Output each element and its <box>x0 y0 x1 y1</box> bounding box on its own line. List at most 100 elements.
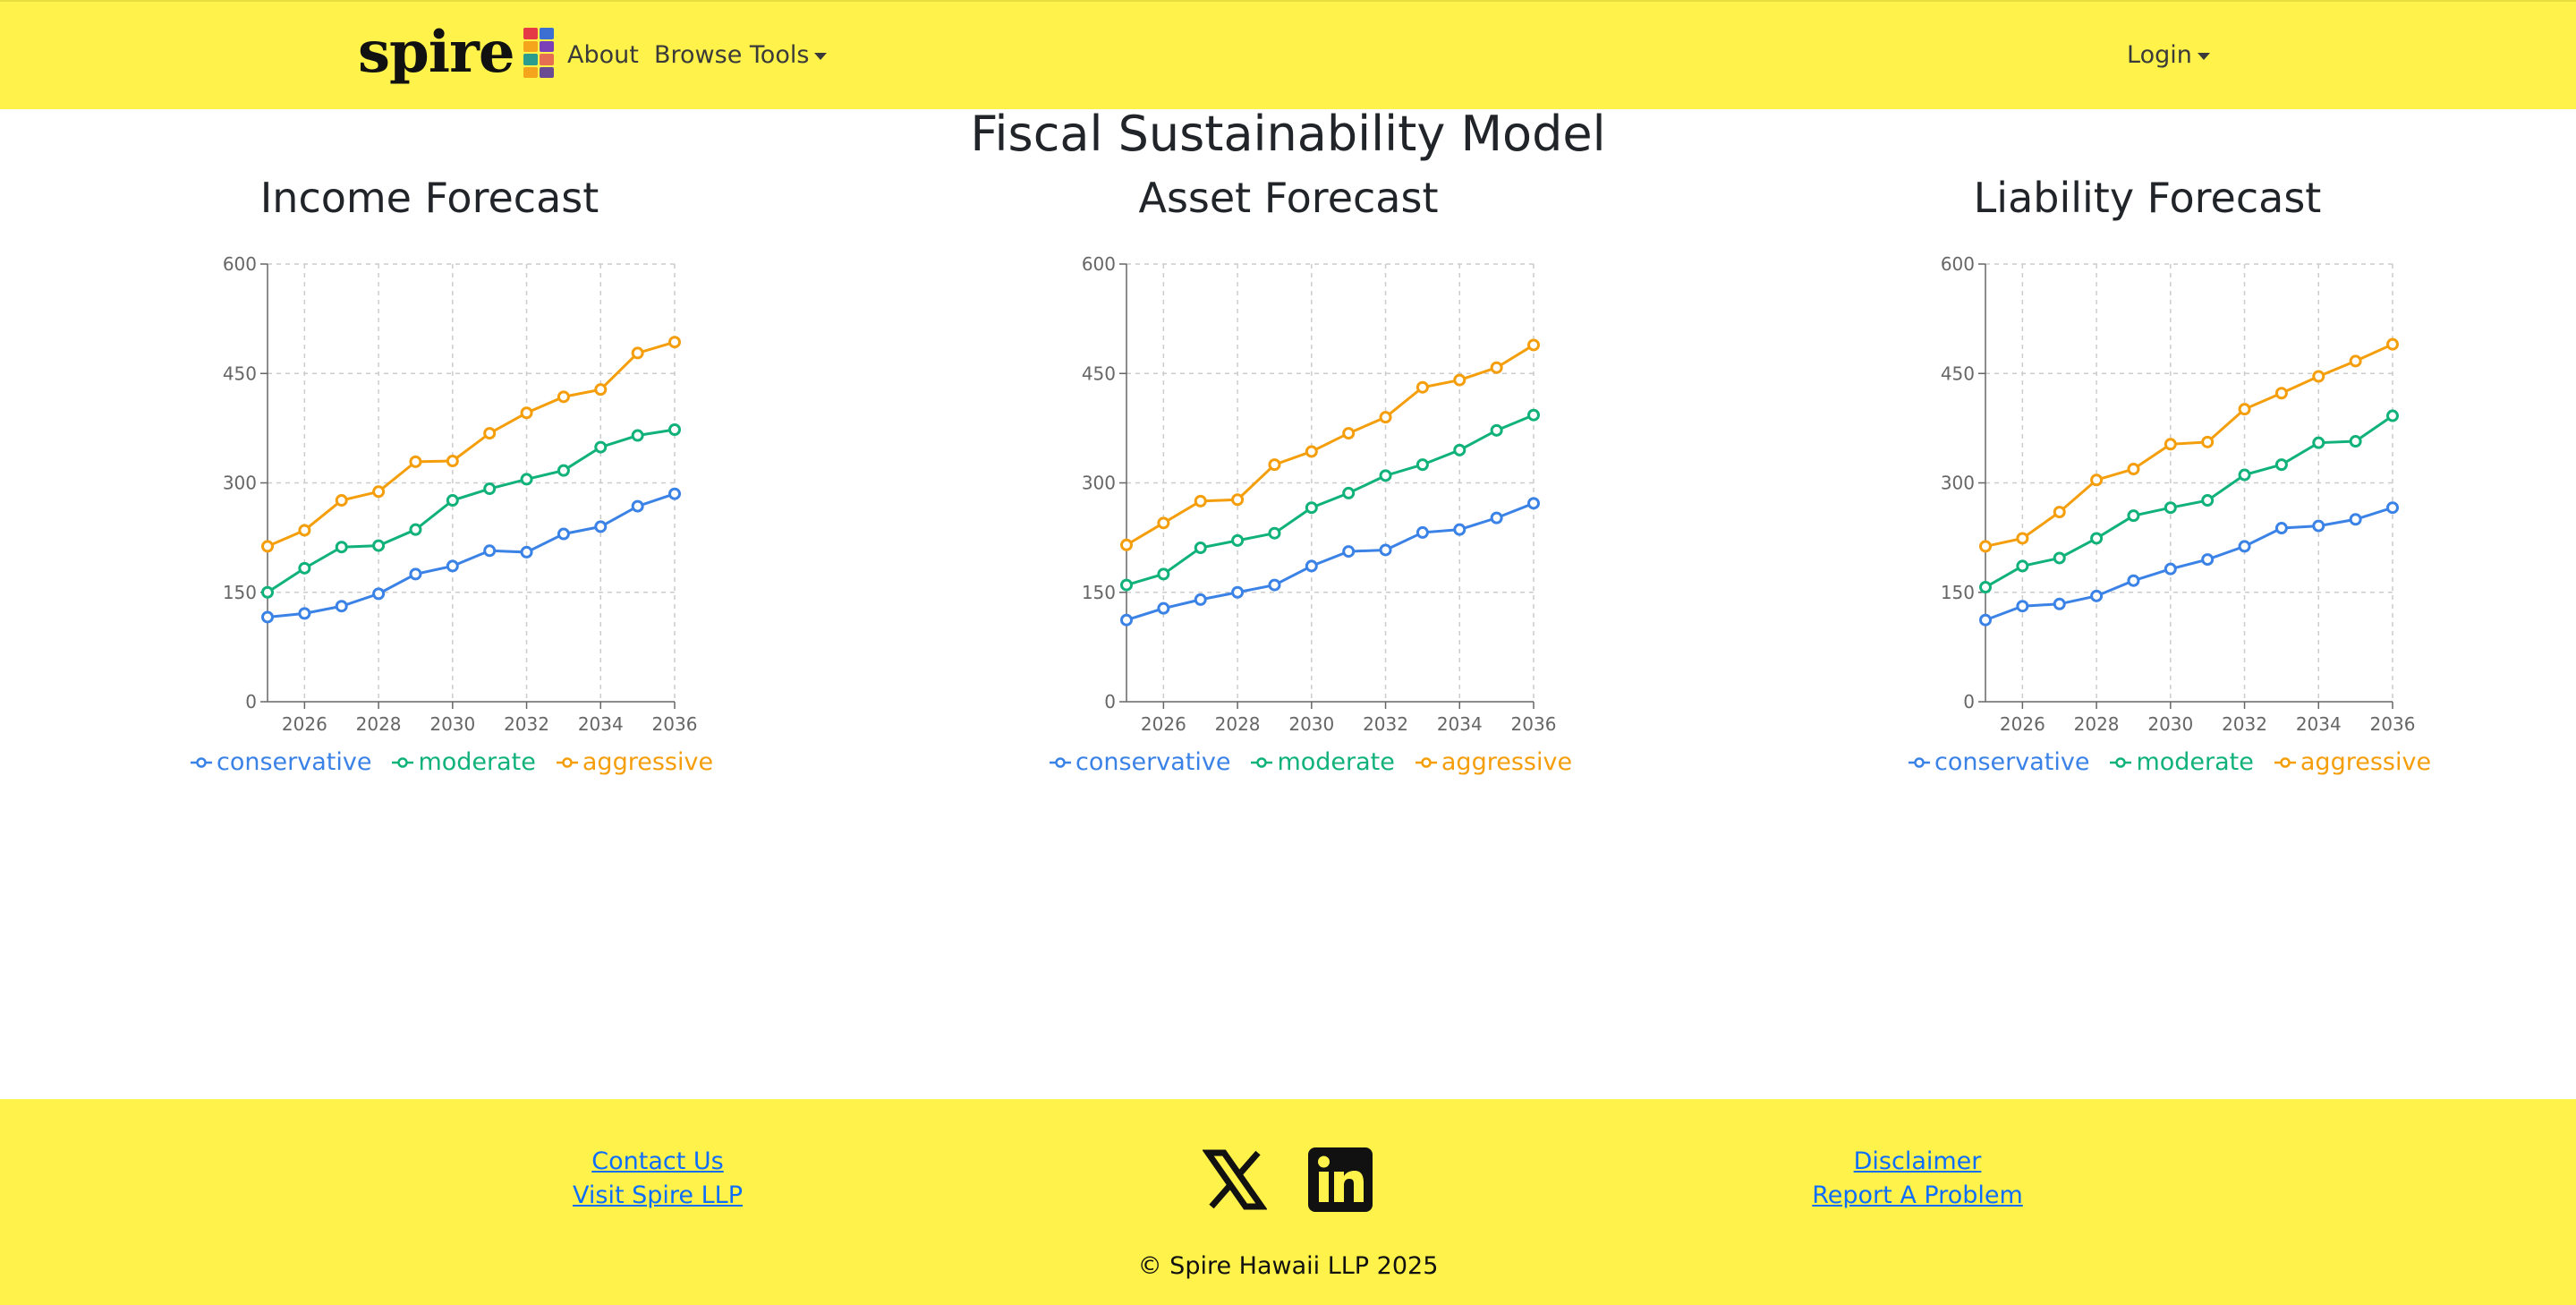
linkedin-icon[interactable] <box>1308 1147 1373 1212</box>
x-tick-label: 2036 <box>1511 713 1557 735</box>
legend-item-aggressive[interactable]: aggressive <box>556 748 713 776</box>
y-tick-label: 600 <box>223 253 257 275</box>
data-point-conservative <box>1305 559 1318 573</box>
data-point-moderate <box>335 541 348 554</box>
data-point-conservative <box>2312 519 2325 533</box>
data-point-conservative <box>2090 589 2104 602</box>
x-tick-label: 2030 <box>2147 713 2193 735</box>
data-point-conservative <box>372 587 386 601</box>
data-point-moderate <box>483 482 497 496</box>
y-tick-label: 0 <box>1104 691 1116 712</box>
y-tick-label: 0 <box>1963 691 1975 712</box>
legend-item-conservative[interactable]: conservative <box>1049 748 1230 776</box>
data-point-moderate <box>1979 581 1992 594</box>
data-point-moderate <box>594 440 608 454</box>
data-point-moderate <box>1453 443 1467 456</box>
legend-item-moderate[interactable]: moderate <box>391 748 536 776</box>
y-tick-label: 150 <box>1941 582 1975 603</box>
legend-label: moderate <box>2136 748 2254 776</box>
series-line-moderate <box>267 428 676 594</box>
data-point-moderate <box>2016 559 2029 573</box>
data-point-conservative <box>2274 522 2288 535</box>
data-point-moderate <box>1416 458 1429 472</box>
nav-about[interactable]: About <box>567 41 639 69</box>
data-point-aggressive <box>2016 532 2029 545</box>
data-point-aggressive <box>520 406 533 420</box>
data-point-conservative <box>557 527 570 541</box>
legend-item-moderate[interactable]: moderate <box>1250 748 1395 776</box>
y-tick-label: 600 <box>1941 253 1975 275</box>
data-point-moderate <box>372 539 386 552</box>
data-point-conservative <box>1490 511 1503 525</box>
data-point-aggressive <box>261 540 274 553</box>
data-point-aggressive <box>372 485 386 499</box>
x-tick-label: 2036 <box>652 713 698 735</box>
nav-browse-tools[interactable]: Browse Tools <box>654 41 828 69</box>
report-problem-link[interactable]: Report A Problem <box>1812 1181 2023 1209</box>
data-point-conservative <box>261 610 274 624</box>
legend-item-aggressive[interactable]: aggressive <box>1415 748 1572 776</box>
visit-spire-link[interactable]: Visit Spire LLP <box>573 1181 743 1209</box>
data-point-moderate <box>2312 436 2325 449</box>
legend-marker-icon <box>556 756 578 768</box>
data-point-conservative <box>298 607 311 620</box>
data-point-moderate <box>520 473 533 486</box>
chart-title-liability: Liability Forecast <box>1973 174 2322 222</box>
data-point-moderate <box>2127 509 2140 523</box>
disclaimer-link[interactable]: Disclaimer <box>1853 1147 1982 1175</box>
legend-marker-icon <box>1909 756 1930 768</box>
data-point-aggressive <box>2386 337 2399 351</box>
data-point-aggressive <box>1453 373 1467 387</box>
data-point-aggressive <box>1490 361 1503 374</box>
x-tick-label: 2032 <box>1363 713 1408 735</box>
y-tick-label: 600 <box>1082 253 1116 275</box>
x-tick-label: 2026 <box>1141 713 1186 735</box>
data-point-aggressive <box>1342 427 1356 440</box>
x-tick-label: 2034 <box>578 713 624 735</box>
legend-label: aggressive <box>2300 748 2432 776</box>
brand-link[interactable]: spire <box>358 21 554 84</box>
data-point-conservative <box>409 567 422 581</box>
series-line-conservative <box>1126 501 1535 622</box>
chart-title-income: Income Forecast <box>259 174 599 222</box>
data-point-conservative <box>1194 593 1207 606</box>
footer <box>0 1099 2576 1305</box>
legend-item-conservative[interactable]: conservative <box>190 748 371 776</box>
data-point-aggressive <box>446 455 459 468</box>
data-point-moderate <box>2238 468 2251 482</box>
y-tick-label: 450 <box>223 362 257 384</box>
x-tick-label: 2030 <box>1288 713 1334 735</box>
series-line-aggressive <box>1985 343 2393 548</box>
y-tick-label: 450 <box>1941 362 1975 384</box>
data-point-aggressive <box>2274 387 2288 400</box>
data-point-aggressive <box>668 336 681 349</box>
legend-item-aggressive[interactable]: aggressive <box>2274 748 2431 776</box>
data-point-conservative <box>2386 501 2399 515</box>
data-point-conservative <box>2349 513 2362 526</box>
legend-marker-icon <box>191 756 212 768</box>
data-point-moderate <box>409 523 422 536</box>
data-point-aggressive <box>1379 411 1392 424</box>
x-tick-label: 2028 <box>2074 713 2120 735</box>
data-point-aggressive <box>335 494 348 508</box>
data-point-aggressive <box>483 427 497 440</box>
data-point-moderate <box>1342 486 1356 499</box>
x-tick-label: 2032 <box>504 713 549 735</box>
nav-login[interactable]: Login <box>2127 41 2210 69</box>
data-point-conservative <box>2127 574 2140 587</box>
data-point-aggressive <box>631 346 644 360</box>
data-point-conservative <box>1453 523 1467 536</box>
data-point-aggressive <box>1120 538 1133 551</box>
x-icon[interactable] <box>1203 1147 1267 1212</box>
legend-item-conservative[interactable]: conservative <box>1908 748 2089 776</box>
data-point-moderate <box>2164 501 2177 515</box>
data-point-conservative <box>1527 497 1540 510</box>
series-line-moderate <box>1985 414 2393 589</box>
data-point-moderate <box>1379 469 1392 482</box>
data-point-moderate <box>1268 526 1281 540</box>
data-point-moderate <box>2386 409 2399 422</box>
legend-marker-icon <box>2274 756 2296 768</box>
legend-item-moderate[interactable]: moderate <box>2109 748 2254 776</box>
contact-us-link[interactable]: Contact Us <box>591 1147 724 1175</box>
data-point-moderate <box>668 423 681 437</box>
